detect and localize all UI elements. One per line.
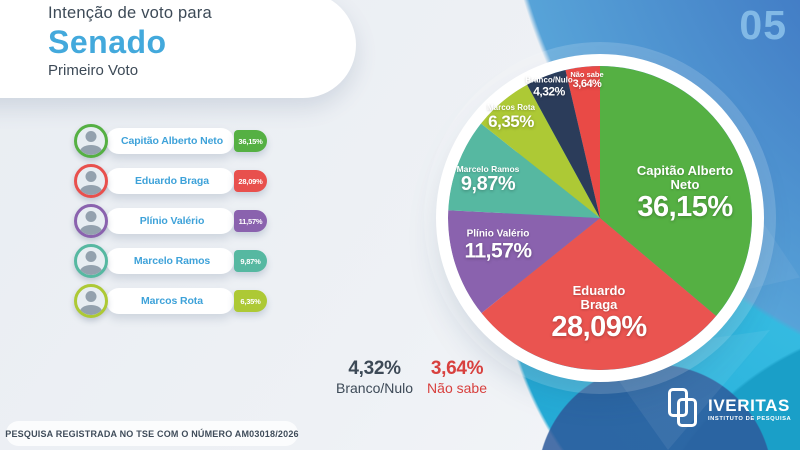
- candidate-percentage-badge: 11,57%: [234, 210, 267, 232]
- logo-tagline: INSTITUTO DE PESQUISA: [708, 415, 792, 422]
- pie-label-marcos: Marcos Rota 6,35%: [486, 102, 536, 131]
- page-subtitle: Primeiro Voto: [48, 62, 139, 79]
- candidate-avatar: [74, 284, 108, 318]
- candidate-row: Marcos Rota 6,35%: [74, 284, 267, 318]
- summary-branco-nulo: 4,32% Branco/Nulo: [336, 358, 414, 396]
- candidate-row: Capitão Alberto Neto 36,15%: [74, 124, 267, 158]
- summary-block: 4,32% Branco/Nulo 3,64% Não sabe: [336, 358, 487, 396]
- candidate-name: Plínio Valério: [139, 215, 205, 227]
- pie-chart: Capitão Alberto Neto 36,15% Eduardo Brag…: [448, 66, 752, 370]
- pie-label-marcelo: Marcelo Ramos 9,87%: [456, 163, 520, 196]
- tse-registration-note: PESQUISA REGISTRADA NO TSE COM O NÚMERO …: [5, 421, 299, 446]
- pie-slice-7: [565, 66, 600, 218]
- pie-slice-3: [448, 210, 600, 314]
- candidate-row: Plínio Valério 11,57%: [74, 204, 267, 238]
- candidate-name-pill: Marcos Rota: [106, 288, 234, 314]
- candidate-name-pill: Marcelo Ramos: [106, 248, 234, 274]
- pie-label-capitao: Capitão Alberto Neto 36,15%: [636, 162, 734, 223]
- title-eyebrow: Intenção de voto para: [48, 4, 212, 22]
- candidate-percentage-badge: 28,09%: [234, 170, 267, 192]
- candidate-list: Capitão Alberto Neto 36,15% Eduardo Brag…: [74, 124, 267, 318]
- logo-documents-icon: [668, 388, 700, 430]
- candidate-name: Eduardo Braga: [135, 175, 209, 187]
- candidate-name: Capitão Alberto Neto: [120, 135, 224, 147]
- title-card: Intenção de voto para Senado Primeiro Vo…: [0, 0, 356, 98]
- candidate-percentage-badge: 6,35%: [234, 290, 267, 312]
- page-title: Senado: [48, 24, 167, 60]
- candidate-percentage-badge: 9,87%: [234, 250, 267, 272]
- pie-slice-6: [527, 69, 600, 218]
- pie-label-branco-nulo: Branco/Nulo 4,32%: [525, 75, 573, 99]
- candidate-row: Marcelo Ramos 9,87%: [74, 244, 267, 278]
- candidate-avatar: [74, 164, 108, 198]
- pie-slice-2: [481, 218, 717, 370]
- candidate-name-pill: Capitão Alberto Neto: [106, 128, 234, 154]
- avatar-silhouette-icon: [85, 251, 97, 262]
- avatar-silhouette-icon: [85, 291, 97, 302]
- logo-name: IVERITAS: [708, 395, 790, 415]
- candidate-name-pill: Eduardo Braga: [106, 168, 234, 194]
- page-number: 05: [739, 2, 787, 48]
- pie-slice-4: [448, 123, 600, 218]
- pie-slice-1: [600, 66, 752, 316]
- avatar-silhouette-icon: [85, 171, 97, 182]
- candidate-percentage-badge: 36,15%: [234, 130, 267, 152]
- summary-nao-sabe: 3,64% Não sabe: [427, 358, 487, 396]
- iveritas-logo: IVERITAS INSTITUTO DE PESQUISA: [668, 388, 791, 430]
- candidate-name: Marcos Rota: [141, 295, 203, 307]
- pie-label-nao-sabe: Não sabe 3,64%: [570, 70, 604, 91]
- candidate-name-pill: Plínio Valério: [106, 208, 234, 234]
- pie-slice-5: [480, 84, 600, 218]
- candidate-row: Eduardo Braga 28,09%: [74, 164, 267, 198]
- avatar-silhouette-icon: [85, 211, 97, 222]
- candidate-avatar: [74, 124, 108, 158]
- pie-label-plinio: Plínio Valério 11,57%: [464, 228, 532, 263]
- candidate-avatar: [74, 244, 108, 278]
- candidate-name: Marcelo Ramos: [133, 255, 211, 267]
- candidate-avatar: [74, 204, 108, 238]
- pie-label-eduardo: Eduardo Braga 28,09%: [551, 282, 647, 343]
- avatar-silhouette-icon: [85, 131, 97, 142]
- pie-chart-svg: [448, 66, 752, 370]
